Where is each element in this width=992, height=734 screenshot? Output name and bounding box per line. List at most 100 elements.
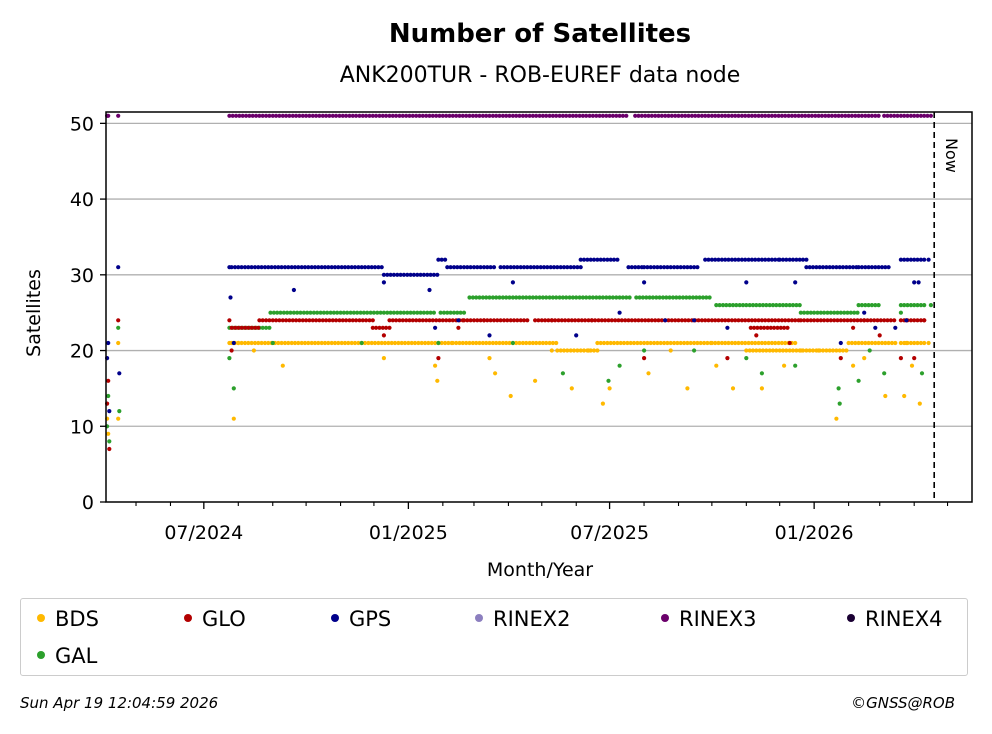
data-point-gps xyxy=(636,265,641,270)
data-point-bds xyxy=(662,340,667,346)
data-point-rinex3 xyxy=(257,113,262,118)
x-tick-label: 07/2024 xyxy=(164,522,243,544)
data-point-glo xyxy=(400,318,405,323)
legend: BDS GLO GPS RINEX2 RINEX3 RINEX4 GAL xyxy=(20,598,968,676)
data-point-bds xyxy=(757,348,762,353)
data-point-rinex3 xyxy=(577,113,582,118)
data-point-gps xyxy=(665,265,670,270)
data-point-gps xyxy=(642,280,647,285)
data-point-glo xyxy=(636,318,641,323)
data-point-bds xyxy=(554,340,559,346)
data-point-gps xyxy=(605,257,610,262)
data-point-bds xyxy=(862,356,867,361)
data-point-gps xyxy=(256,265,261,270)
data-point-gps xyxy=(366,265,371,270)
data-point-glo xyxy=(656,318,661,323)
data-point-glo xyxy=(748,325,753,330)
data-point-gal xyxy=(368,310,373,315)
data-point-rinex3 xyxy=(237,113,242,118)
data-point-bds xyxy=(533,378,538,383)
data-point-bds xyxy=(280,363,285,368)
data-point-bds xyxy=(433,340,438,346)
data-point-gps xyxy=(548,265,553,270)
data-point-gps xyxy=(326,265,331,270)
data-point-bds xyxy=(776,340,781,346)
data-point-gal xyxy=(388,310,393,315)
data-point-gps xyxy=(675,265,680,270)
data-point-gps xyxy=(608,257,613,262)
plot-frame xyxy=(105,111,973,503)
data-point-glo xyxy=(802,318,807,323)
data-point-gal xyxy=(798,310,803,315)
copyright-credit: ©GNSS@ROB xyxy=(851,694,955,712)
data-point-bds xyxy=(524,340,529,346)
data-point-gps xyxy=(695,265,700,270)
data-point-gps xyxy=(319,265,324,270)
legend-label-bds: BDS xyxy=(55,607,99,631)
data-point-gps xyxy=(259,265,264,270)
data-point-glo xyxy=(845,318,850,323)
data-point-rinex3 xyxy=(866,113,871,118)
data-point-gal xyxy=(767,303,772,308)
data-point-gps xyxy=(498,265,503,270)
data-point-bds xyxy=(695,340,700,346)
data-point-gps xyxy=(703,257,708,262)
data-point-glo xyxy=(649,318,654,323)
data-point-glo xyxy=(420,318,425,323)
data-point-rinex3 xyxy=(763,113,768,118)
data-point-bds xyxy=(423,340,428,346)
data-point-gal xyxy=(805,310,810,315)
data-point-glo xyxy=(357,318,362,323)
data-point-rinex3 xyxy=(729,113,735,118)
data-point-gal xyxy=(361,310,366,315)
data-point-bds xyxy=(299,340,304,346)
data-point-bds xyxy=(779,340,785,346)
data-point-bds xyxy=(804,348,809,353)
data-point-glo xyxy=(783,318,788,323)
data-point-glo xyxy=(264,318,269,323)
data-point-bds xyxy=(412,340,418,346)
data-point-gal xyxy=(828,310,833,315)
data-point-bds xyxy=(362,340,368,346)
data-point-rinex3 xyxy=(267,113,272,118)
data-point-gal xyxy=(517,295,522,300)
data-point-gal xyxy=(405,310,410,315)
data-point-gal xyxy=(852,310,857,315)
data-point-gps xyxy=(332,265,338,270)
data-point-gal xyxy=(866,303,871,308)
data-point-gal xyxy=(734,303,739,308)
data-point-glo xyxy=(743,318,748,323)
data-point-glo xyxy=(776,318,781,323)
data-point-gal xyxy=(692,348,697,353)
data-point-rinex3 xyxy=(813,113,818,118)
data-point-bds xyxy=(719,340,725,346)
data-point-gps xyxy=(746,257,751,262)
data-point-bds xyxy=(729,340,735,346)
data-point-gal xyxy=(355,310,360,315)
data-point-glo xyxy=(543,318,548,323)
data-point-rinex3 xyxy=(320,113,325,118)
data-point-gps xyxy=(662,265,667,270)
data-point-rinex3 xyxy=(683,113,688,118)
data-point-rinex3 xyxy=(347,113,352,118)
data-point-gps xyxy=(837,265,842,270)
data-point-gal xyxy=(540,295,546,300)
data-point-rinex3 xyxy=(659,113,664,118)
data-point-gps xyxy=(433,325,438,330)
data-point-rinex3 xyxy=(327,113,332,118)
data-point-glo xyxy=(284,318,289,323)
data-point-gal xyxy=(358,310,363,315)
data-point-rinex3 xyxy=(663,113,668,118)
data-point-glo xyxy=(374,325,379,330)
data-point-glo xyxy=(576,318,581,323)
data-point-gal xyxy=(684,295,689,300)
data-point-gps xyxy=(236,265,241,270)
data-point-gps xyxy=(309,265,314,270)
data-point-glo xyxy=(679,318,685,323)
data-point-gps xyxy=(385,272,390,277)
data-point-bds xyxy=(893,340,898,346)
data-point-bds xyxy=(759,340,765,346)
data-point-gps xyxy=(372,265,378,270)
data-point-gal xyxy=(898,303,904,308)
data-point-rinex3 xyxy=(726,113,731,118)
